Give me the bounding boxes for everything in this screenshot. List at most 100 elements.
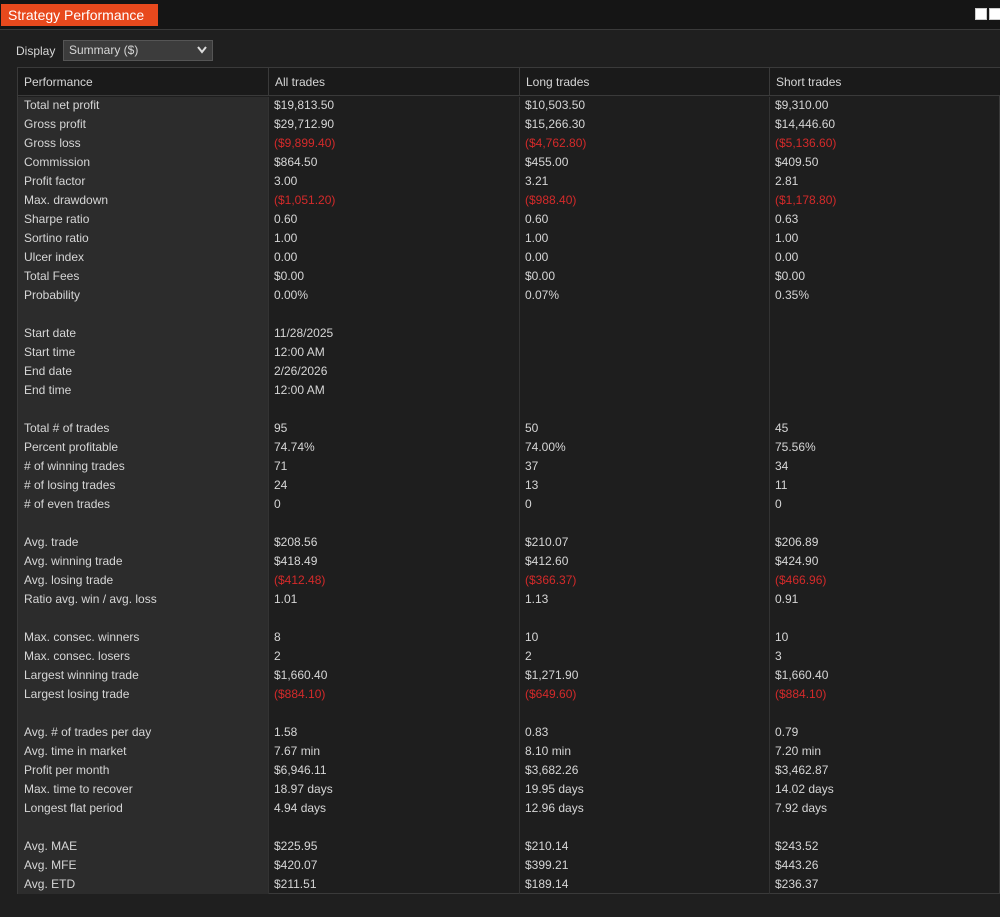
row-label: Largest winning trade	[24, 668, 139, 682]
minimize-button[interactable]	[975, 8, 987, 20]
value-cell: 19.95 days	[525, 782, 584, 796]
value-cell: $225.95	[274, 839, 318, 853]
value-cell: 24	[274, 478, 288, 492]
value-cell: ($5,136.60)	[775, 136, 837, 150]
column-divider	[519, 97, 520, 894]
row-label: Max. consec. winners	[24, 630, 140, 644]
value-cell: 7.67 min	[274, 744, 321, 758]
row-label: Total Fees	[24, 269, 80, 283]
value-cell: 37	[525, 459, 539, 473]
row-label: Gross profit	[24, 117, 87, 131]
value-cell: $3,462.87	[775, 763, 829, 777]
value-cell: $14,446.60	[775, 117, 836, 131]
value-cell: $236.37	[775, 877, 819, 891]
row-label: Avg. # of trades per day	[24, 725, 152, 739]
value-cell: 8	[274, 630, 281, 644]
value-cell: 95	[274, 421, 288, 435]
display-label: Display	[16, 44, 56, 58]
row-label: Sortino ratio	[24, 231, 89, 245]
value-cell: ($466.96)	[775, 573, 827, 587]
value-cell: 0.83	[525, 725, 549, 739]
value-cell: 45	[775, 421, 789, 435]
row-label: Percent profitable	[24, 440, 119, 454]
row-label: # of losing trades	[24, 478, 116, 492]
value-cell: 1.13	[525, 592, 549, 606]
value-cell: $424.90	[775, 554, 819, 568]
value-cell: 0	[775, 497, 782, 511]
value-cell: 3.21	[525, 174, 549, 188]
row-label: Total net profit	[24, 98, 100, 112]
value-cell: $412.60	[525, 554, 569, 568]
value-cell: 71	[274, 459, 288, 473]
row-label: Avg. time in market	[24, 744, 127, 758]
column-divider	[769, 97, 770, 894]
row-label: End time	[24, 383, 72, 397]
display-dropdown[interactable]: Summary ($)	[63, 40, 213, 61]
value-cell: 0.91	[775, 592, 799, 606]
row-label: Largest losing trade	[24, 687, 130, 701]
value-cell: ($9,899.40)	[274, 136, 336, 150]
row-label: Max. drawdown	[24, 193, 109, 207]
value-cell: $210.14	[525, 839, 569, 853]
value-cell: 0	[525, 497, 532, 511]
row-label: Avg. winning trade	[24, 554, 123, 568]
row-label: Start date	[24, 326, 77, 340]
value-cell: 0.00%	[274, 288, 309, 302]
value-cell: 50	[525, 421, 539, 435]
value-cell: $189.14	[525, 877, 569, 891]
value-cell: ($366.37)	[525, 573, 577, 587]
row-label: Avg. MAE	[24, 839, 78, 853]
value-cell: $399.21	[525, 858, 569, 872]
value-cell: $864.50	[274, 155, 318, 169]
title-bar	[0, 0, 1000, 30]
value-cell: 1.00	[525, 231, 549, 245]
value-cell: 12:00 AM	[274, 345, 325, 359]
value-cell: 3	[775, 649, 782, 663]
column-divider	[268, 97, 269, 894]
row-label: Avg. trade	[24, 535, 79, 549]
value-cell: 18.97 days	[274, 782, 333, 796]
value-cell: 0.00	[775, 250, 799, 264]
value-cell: $19,813.50	[274, 98, 335, 112]
value-cell: $409.50	[775, 155, 819, 169]
value-cell: 8.10 min	[525, 744, 572, 758]
dropdown-value: Summary ($)	[69, 43, 139, 57]
value-cell: 2/26/2026	[274, 364, 328, 378]
value-cell: $210.07	[525, 535, 569, 549]
row-label: Longest flat period	[24, 801, 123, 815]
value-cell: 0.00	[274, 250, 298, 264]
value-cell: 11	[775, 478, 788, 492]
value-cell: 0.63	[775, 212, 799, 226]
row-label: Profit per month	[24, 763, 110, 777]
value-cell: $10,503.50	[525, 98, 586, 112]
value-cell: 14.02 days	[775, 782, 834, 796]
value-cell: 75.56%	[775, 440, 816, 454]
value-cell: ($884.10)	[274, 687, 326, 701]
value-cell: 2.81	[775, 174, 799, 188]
value-cell: 7.20 min	[775, 744, 822, 758]
window-title: Strategy Performance	[1, 4, 158, 26]
value-cell: 0.07%	[525, 288, 560, 302]
value-cell: 1.00	[775, 231, 799, 245]
row-label: Avg. ETD	[24, 877, 76, 891]
label-column	[18, 97, 268, 894]
maximize-button[interactable]	[989, 8, 1000, 20]
performance-table: Performance All trades Long trades Short tr…	[17, 67, 1000, 894]
row-label: Sharpe ratio	[24, 212, 90, 226]
row-label: Ratio avg. win / avg. loss	[24, 592, 157, 606]
row-label: Max. consec. losers	[24, 649, 131, 663]
value-cell: $6,946.11	[274, 763, 327, 777]
value-cell: 10	[525, 630, 539, 644]
value-cell: 1.01	[274, 592, 298, 606]
value-cell: 3.00	[274, 174, 298, 188]
row-label: Max. time to recover	[24, 782, 133, 796]
value-cell: $443.26	[775, 858, 819, 872]
value-cell: 12.96 days	[525, 801, 584, 815]
column-header: Performance	[18, 68, 268, 96]
column-header: All trades	[268, 68, 519, 96]
value-cell: 4.94 days	[274, 801, 327, 815]
value-cell: ($412.48)	[274, 573, 326, 587]
value-cell: $1,271.90	[525, 668, 579, 682]
column-header: Short trades	[769, 68, 1000, 96]
